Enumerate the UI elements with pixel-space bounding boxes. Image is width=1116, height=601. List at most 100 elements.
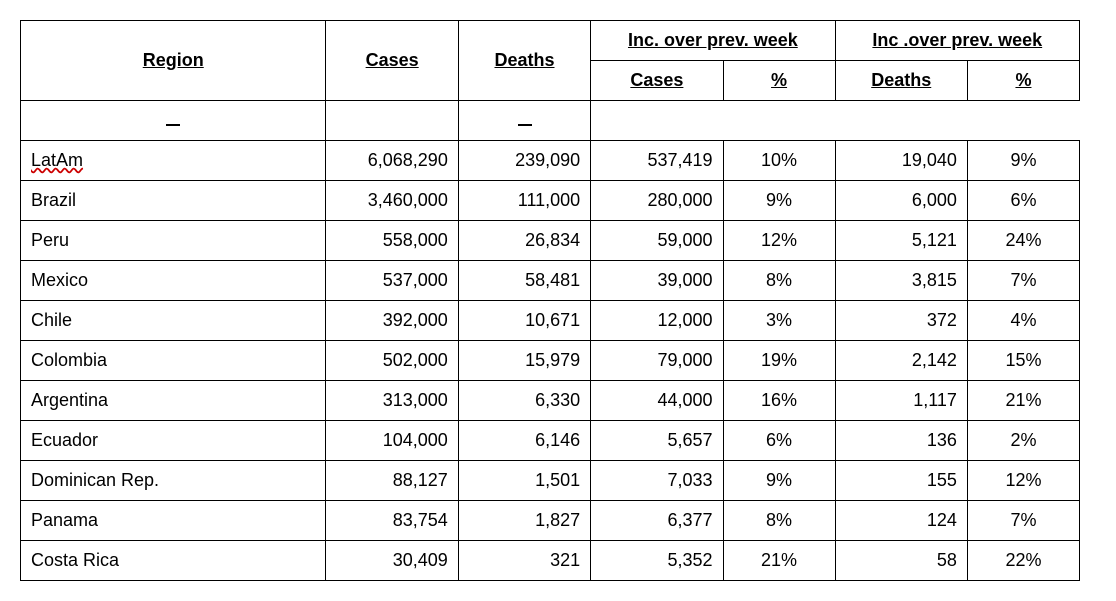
subheader-deaths-pct: % <box>967 61 1079 101</box>
cell-deaths: 6,146 <box>458 421 590 461</box>
cell-inc-deaths: 136 <box>835 421 967 461</box>
cell-cases: 3,460,000 <box>326 181 458 221</box>
cell-deaths: 15,979 <box>458 341 590 381</box>
table-header: Region Cases Deaths Inc. over prev. week… <box>21 21 1080 141</box>
cell-pct-deaths: 22% <box>967 541 1079 581</box>
header-inc-cases-group: Inc. over prev. week <box>591 21 835 61</box>
cell-inc-deaths: 5,121 <box>835 221 967 261</box>
cell-pct-cases: 8% <box>723 261 835 301</box>
table-row: Costa Rica30,4093215,35221%5822% <box>21 541 1080 581</box>
cell-region: Brazil <box>21 181 326 221</box>
cell-inc-deaths: 372 <box>835 301 967 341</box>
cell-region: Colombia <box>21 341 326 381</box>
cell-pct-deaths: 24% <box>967 221 1079 261</box>
cell-deaths: 1,501 <box>458 461 590 501</box>
cell-inc-cases: 59,000 <box>591 221 723 261</box>
cell-inc-cases: 12,000 <box>591 301 723 341</box>
header-region: Region <box>21 21 326 101</box>
cell-inc-cases: 537,419 <box>591 141 723 181</box>
blank-header-cases <box>326 101 458 141</box>
cell-region: Costa Rica <box>21 541 326 581</box>
cell-inc-cases: 5,352 <box>591 541 723 581</box>
cell-region: Chile <box>21 301 326 341</box>
cell-deaths: 10,671 <box>458 301 590 341</box>
cell-pct-deaths: 12% <box>967 461 1079 501</box>
cell-pct-deaths: 4% <box>967 301 1079 341</box>
cell-pct-deaths: 6% <box>967 181 1079 221</box>
cell-pct-deaths: 15% <box>967 341 1079 381</box>
cell-pct-cases: 6% <box>723 421 835 461</box>
cell-pct-cases: 9% <box>723 461 835 501</box>
cell-cases: 88,127 <box>326 461 458 501</box>
subheader-deaths: Deaths <box>835 61 967 101</box>
cell-deaths: 58,481 <box>458 261 590 301</box>
cell-pct-cases: 12% <box>723 221 835 261</box>
cell-pct-cases: 21% <box>723 541 835 581</box>
table-body: LatAm6,068,290239,090537,41910%19,0409%B… <box>21 141 1080 581</box>
cell-pct-deaths: 9% <box>967 141 1079 181</box>
cell-inc-deaths: 124 <box>835 501 967 541</box>
blank-header-deaths <box>458 101 590 141</box>
header-inc-deaths-group: Inc .over prev. week <box>835 21 1079 61</box>
cell-pct-cases: 19% <box>723 341 835 381</box>
cell-cases: 6,068,290 <box>326 141 458 181</box>
cell-inc-deaths: 2,142 <box>835 341 967 381</box>
cell-deaths: 6,330 <box>458 381 590 421</box>
cell-region: Mexico <box>21 261 326 301</box>
cell-inc-cases: 79,000 <box>591 341 723 381</box>
table-row: Panama83,7541,8276,3778%1247% <box>21 501 1080 541</box>
cell-cases: 313,000 <box>326 381 458 421</box>
cell-inc-deaths: 19,040 <box>835 141 967 181</box>
cell-inc-deaths: 6,000 <box>835 181 967 221</box>
cell-deaths: 1,827 <box>458 501 590 541</box>
cell-deaths: 26,834 <box>458 221 590 261</box>
cell-cases: 104,000 <box>326 421 458 461</box>
cell-pct-cases: 16% <box>723 381 835 421</box>
data-table: Region Cases Deaths Inc. over prev. week… <box>20 20 1080 581</box>
cell-cases: 392,000 <box>326 301 458 341</box>
cell-region: Dominican Rep. <box>21 461 326 501</box>
cell-inc-cases: 6,377 <box>591 501 723 541</box>
table-row: Ecuador104,0006,1465,6576%1362% <box>21 421 1080 461</box>
cell-cases: 83,754 <box>326 501 458 541</box>
subheader-cases: Cases <box>591 61 723 101</box>
table-row: LatAm6,068,290239,090537,41910%19,0409% <box>21 141 1080 181</box>
table-row: Colombia502,00015,97979,00019%2,14215% <box>21 341 1080 381</box>
cell-cases: 537,000 <box>326 261 458 301</box>
table-row: Dominican Rep.88,1271,5017,0339%15512% <box>21 461 1080 501</box>
cell-inc-cases: 280,000 <box>591 181 723 221</box>
cell-deaths: 111,000 <box>458 181 590 221</box>
cell-inc-deaths: 58 <box>835 541 967 581</box>
cell-inc-deaths: 155 <box>835 461 967 501</box>
cell-pct-deaths: 7% <box>967 501 1079 541</box>
cell-pct-deaths: 2% <box>967 421 1079 461</box>
cell-region: LatAm <box>21 141 326 181</box>
cell-inc-cases: 39,000 <box>591 261 723 301</box>
cell-inc-deaths: 1,117 <box>835 381 967 421</box>
cell-pct-cases: 9% <box>723 181 835 221</box>
cell-region: Panama <box>21 501 326 541</box>
cell-inc-cases: 7,033 <box>591 461 723 501</box>
table-row: Brazil3,460,000111,000280,0009%6,0006% <box>21 181 1080 221</box>
header-deaths: Deaths <box>458 21 590 101</box>
cell-pct-deaths: 7% <box>967 261 1079 301</box>
table-row: Mexico537,00058,48139,0008%3,8157% <box>21 261 1080 301</box>
table-row: Peru558,00026,83459,00012%5,12124% <box>21 221 1080 261</box>
cell-pct-cases: 10% <box>723 141 835 181</box>
table-row: Chile392,00010,67112,0003%3724% <box>21 301 1080 341</box>
cell-cases: 502,000 <box>326 341 458 381</box>
cell-pct-cases: 8% <box>723 501 835 541</box>
cell-region: Argentina <box>21 381 326 421</box>
cell-inc-cases: 44,000 <box>591 381 723 421</box>
cell-cases: 558,000 <box>326 221 458 261</box>
cell-pct-cases: 3% <box>723 301 835 341</box>
subheader-cases-pct: % <box>723 61 835 101</box>
cell-pct-deaths: 21% <box>967 381 1079 421</box>
cell-deaths: 239,090 <box>458 141 590 181</box>
cell-region: Peru <box>21 221 326 261</box>
blank-header-region <box>21 101 326 141</box>
cell-deaths: 321 <box>458 541 590 581</box>
cell-cases: 30,409 <box>326 541 458 581</box>
cell-region: Ecuador <box>21 421 326 461</box>
cell-inc-cases: 5,657 <box>591 421 723 461</box>
